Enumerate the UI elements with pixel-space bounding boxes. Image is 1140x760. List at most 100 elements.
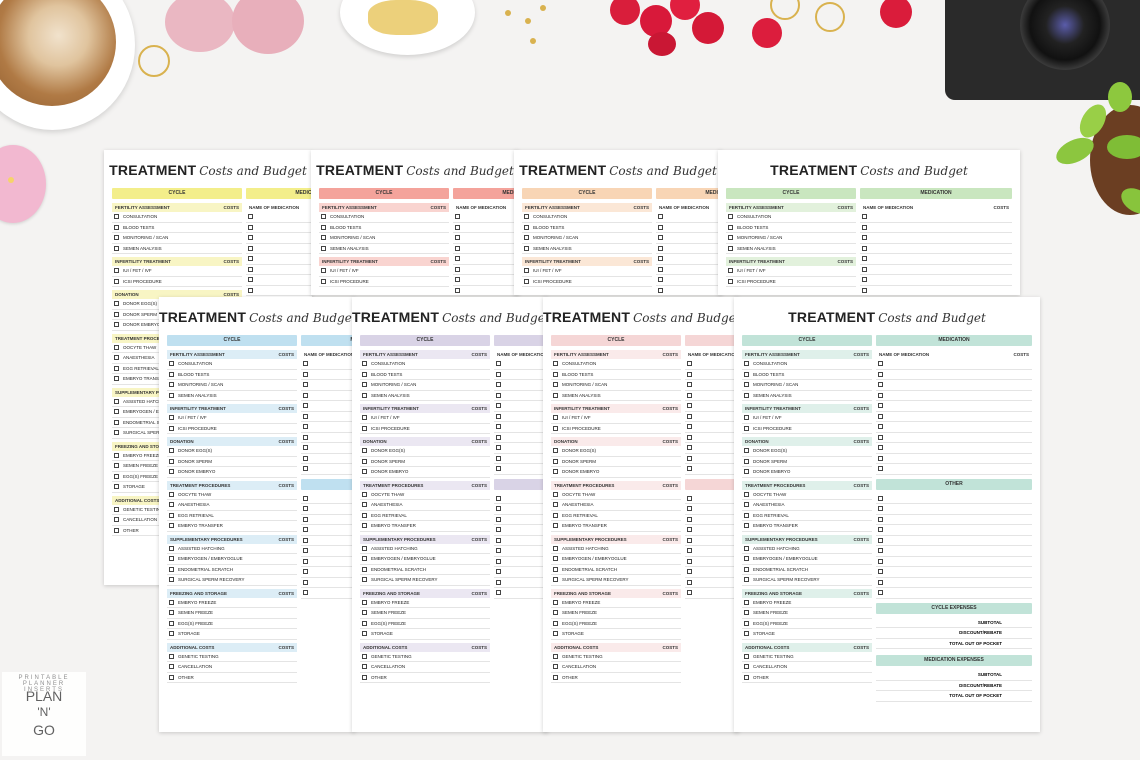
checklist-item[interactable]: SEMEN ANALYSIS: [167, 391, 297, 401]
checkbox-icon[interactable]: [496, 516, 501, 522]
checkbox-icon[interactable]: [303, 434, 308, 440]
checkbox-icon[interactable]: [744, 512, 749, 518]
checkbox-icon[interactable]: [114, 484, 119, 490]
checkbox-icon[interactable]: [496, 403, 501, 409]
checklist-item[interactable]: MONITORING / SCAN: [726, 233, 856, 244]
checkbox-icon[interactable]: [878, 506, 883, 512]
medication-row[interactable]: [656, 233, 722, 244]
medication-row[interactable]: [301, 422, 355, 433]
medication-row[interactable]: [453, 212, 519, 223]
checkbox-icon[interactable]: [303, 424, 308, 430]
checkbox-icon[interactable]: [553, 653, 558, 659]
checkbox-icon[interactable]: [524, 245, 529, 251]
checkbox-icon[interactable]: [687, 392, 692, 398]
checkbox-icon[interactable]: [362, 491, 367, 497]
checkbox-icon[interactable]: [455, 235, 460, 241]
other-row[interactable]: [685, 515, 739, 525]
checkbox-icon[interactable]: [878, 516, 883, 522]
checkbox-icon[interactable]: [744, 610, 749, 616]
checkbox-icon[interactable]: [169, 415, 174, 421]
checklist-item[interactable]: DONOR EGG(S): [360, 446, 490, 457]
medication-row[interactable]: [301, 401, 355, 412]
checkbox-icon[interactable]: [744, 556, 749, 562]
checkbox-icon[interactable]: [496, 569, 501, 575]
checklist-item[interactable]: ICSI PROCEDURE: [360, 424, 490, 434]
medication-row[interactable]: [685, 443, 739, 454]
checkbox-icon[interactable]: [687, 413, 692, 419]
checklist-item[interactable]: EMBRYO FREEZE: [742, 598, 872, 608]
checklist-item[interactable]: ANAESTHESIA: [360, 500, 490, 511]
medication-row[interactable]: [656, 244, 722, 254]
checkbox-icon[interactable]: [362, 448, 367, 454]
checkbox-icon[interactable]: [524, 268, 529, 274]
medication-row[interactable]: [494, 370, 548, 380]
medication-row[interactable]: [246, 212, 312, 223]
checkbox-icon[interactable]: [362, 382, 367, 388]
checkbox-icon[interactable]: [114, 365, 119, 371]
checkbox-icon[interactable]: [362, 523, 367, 529]
checkbox-icon[interactable]: [862, 245, 867, 251]
checklist-item[interactable]: ICSI PROCEDURE: [726, 277, 856, 287]
checkbox-icon[interactable]: [553, 469, 558, 475]
medication-row[interactable]: [246, 265, 312, 275]
medication-row[interactable]: [301, 412, 355, 422]
medication-row[interactable]: [876, 422, 1032, 433]
checkbox-icon[interactable]: [658, 277, 663, 283]
checkbox-icon[interactable]: [303, 516, 308, 522]
checkbox-icon[interactable]: [362, 599, 367, 605]
checkbox-icon[interactable]: [114, 430, 119, 436]
checkbox-icon[interactable]: [744, 653, 749, 659]
checkbox-icon[interactable]: [362, 502, 367, 508]
checkbox-icon[interactable]: [744, 469, 749, 475]
medication-row[interactable]: [876, 443, 1032, 454]
checklist-item[interactable]: DONOR EMBRYO: [742, 467, 872, 478]
checkbox-icon[interactable]: [303, 527, 308, 533]
checkbox-icon[interactable]: [687, 569, 692, 575]
checkbox-icon[interactable]: [687, 361, 692, 367]
checkbox-icon[interactable]: [114, 376, 119, 382]
other-row[interactable]: [685, 567, 739, 578]
checkbox-icon[interactable]: [524, 235, 529, 241]
checkbox-icon[interactable]: [728, 235, 733, 241]
checkbox-icon[interactable]: [658, 245, 663, 251]
checklist-item[interactable]: BLOOD TESTS: [742, 370, 872, 380]
other-row[interactable]: [876, 504, 1032, 515]
checklist-item[interactable]: ASSISTED HATCHING: [551, 544, 681, 554]
checkbox-icon[interactable]: [248, 214, 253, 220]
checklist-item[interactable]: EMBRYOGEN / EMBRYOGLUE: [360, 554, 490, 565]
other-row[interactable]: [494, 494, 548, 504]
checkbox-icon[interactable]: [878, 579, 883, 585]
checklist-item[interactable]: OOCYTE THAW: [167, 490, 297, 500]
medication-row[interactable]: [685, 391, 739, 401]
checkbox-icon[interactable]: [658, 266, 663, 272]
checkbox-icon[interactable]: [114, 398, 119, 404]
checkbox-icon[interactable]: [687, 537, 692, 543]
checkbox-icon[interactable]: [687, 495, 692, 501]
checkbox-icon[interactable]: [321, 268, 326, 274]
checkbox-icon[interactable]: [744, 577, 749, 583]
checkbox-icon[interactable]: [169, 620, 174, 626]
checkbox-icon[interactable]: [878, 455, 883, 461]
checkbox-icon[interactable]: [687, 590, 692, 596]
checkbox-icon[interactable]: [658, 256, 663, 262]
checkbox-icon[interactable]: [321, 245, 326, 251]
other-row[interactable]: [685, 588, 739, 599]
medication-row[interactable]: [494, 380, 548, 391]
checkbox-icon[interactable]: [455, 266, 460, 272]
checkbox-icon[interactable]: [169, 361, 174, 367]
checklist-item[interactable]: ICSI PROCEDURE: [112, 277, 242, 287]
other-row[interactable]: [876, 588, 1032, 599]
medication-row[interactable]: [685, 401, 739, 412]
checkbox-icon[interactable]: [362, 425, 367, 431]
checkbox-icon[interactable]: [744, 382, 749, 388]
checkbox-icon[interactable]: [114, 235, 119, 241]
checkbox-icon[interactable]: [687, 527, 692, 533]
medication-row[interactable]: [685, 464, 739, 475]
other-row[interactable]: [301, 557, 355, 567]
checkbox-icon[interactable]: [687, 466, 692, 472]
checklist-item[interactable]: DONOR EGG(S): [742, 446, 872, 457]
checkbox-icon[interactable]: [169, 512, 174, 518]
checkbox-icon[interactable]: [553, 674, 558, 680]
checkbox-icon[interactable]: [744, 664, 749, 670]
checkbox-icon[interactable]: [114, 344, 119, 350]
